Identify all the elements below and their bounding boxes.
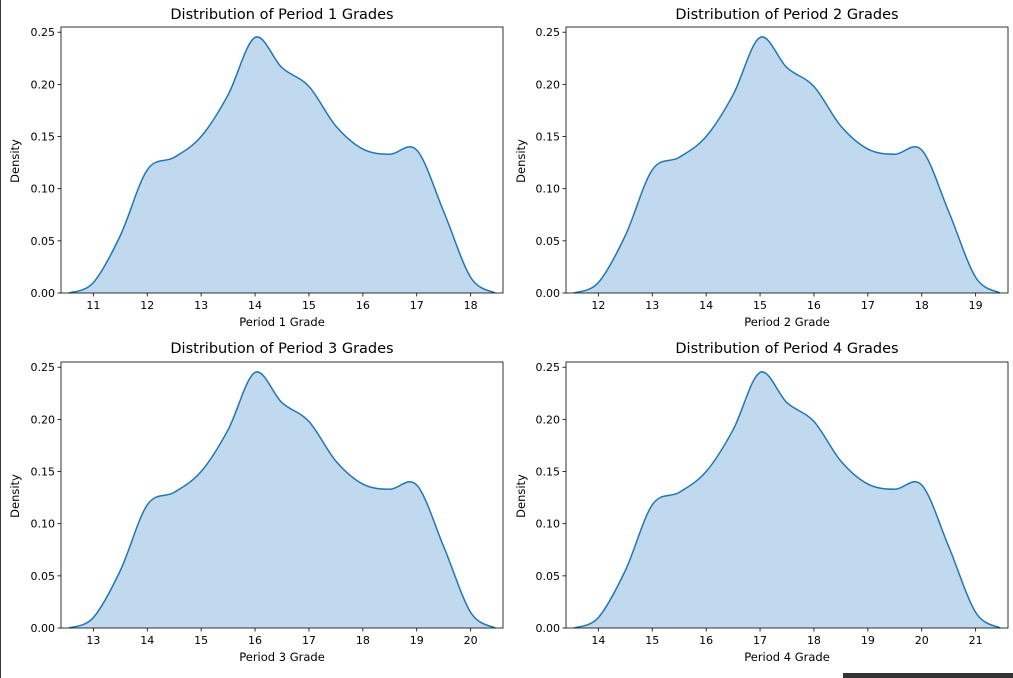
x-tick-label-3-20: 20 <box>464 634 478 647</box>
y-tick-label-3-5: 0.25 <box>31 361 56 374</box>
chart-title-1: Distribution of Period 1 Grades <box>170 7 393 23</box>
y-tick-label-2-4: 0.20 <box>536 78 561 91</box>
ylabel-4: Density <box>514 474 528 518</box>
x-tick-label-1-11: 11 <box>86 299 100 312</box>
subplot-3: Distribution of Period 3 Grades Period 3… <box>8 341 504 664</box>
axes-frame-1 <box>60 26 504 294</box>
x-tick-label-2-17: 17 <box>861 299 875 312</box>
x-tick-label-4-19: 19 <box>861 634 875 647</box>
density-area-1 <box>69 36 495 293</box>
xlabel-3: Period 3 Grade <box>239 650 325 664</box>
x-tick-label-2-12: 12 <box>591 299 605 312</box>
y-tick-label-3-0: 0.00 <box>31 622 56 635</box>
x-tick-label-1-14: 14 <box>248 299 262 312</box>
chart-title-2: Distribution of Period 2 Grades <box>675 7 898 23</box>
xlabel-1: Period 1 Grade <box>239 315 325 329</box>
x-tick-label-4-21: 21 <box>969 634 983 647</box>
x-tick-label-4-16: 16 <box>699 634 713 647</box>
y-tick-label-3-1: 0.05 <box>31 570 56 583</box>
x-tick-label-3-15: 15 <box>194 634 208 647</box>
y-tick-label-1-4: 0.20 <box>31 78 56 91</box>
axes-frame-3 <box>60 361 504 629</box>
x-tick-label-1-13: 13 <box>194 299 208 312</box>
x-tick-label-4-20: 20 <box>915 634 929 647</box>
x-tick-label-2-19: 19 <box>969 299 983 312</box>
y-tick-label-3-2: 0.10 <box>31 518 56 531</box>
y-tick-label-1-1: 0.05 <box>31 235 56 248</box>
x-tick-label-3-19: 19 <box>410 634 424 647</box>
density-line-2 <box>573 36 1001 294</box>
x-tick-label-4-15: 15 <box>645 634 659 647</box>
y-tick-label-4-1: 0.05 <box>536 570 561 583</box>
x-tick-label-3-13: 13 <box>86 634 100 647</box>
x-tick-label-3-14: 14 <box>140 634 154 647</box>
x-tick-label-3-17: 17 <box>302 634 316 647</box>
density-area-4 <box>574 371 1000 628</box>
x-tick-label-2-14: 14 <box>699 299 713 312</box>
subplot-2: Distribution of Period 2 Grades Period 2… <box>514 7 1009 329</box>
density-line-4 <box>573 371 1001 629</box>
xlabel-4: Period 4 Grade <box>744 650 830 664</box>
density-area-2 <box>574 36 1000 293</box>
x-tick-label-2-15: 15 <box>753 299 767 312</box>
y-tick-label-2-3: 0.15 <box>536 131 561 144</box>
y-tick-label-2-2: 0.10 <box>536 183 561 196</box>
ylabel-3: Density <box>8 474 22 518</box>
axes-frame-2 <box>565 26 1009 294</box>
y-tick-label-4-3: 0.15 <box>536 466 561 479</box>
y-tick-label-4-2: 0.10 <box>536 518 561 531</box>
ylabel-2: Density <box>514 139 528 183</box>
y-tick-label-1-5: 0.25 <box>31 26 56 39</box>
ylabel-1: Density <box>8 139 22 183</box>
x-tick-label-3-18: 18 <box>356 634 370 647</box>
density-area-3 <box>69 371 495 628</box>
y-tick-label-3-4: 0.20 <box>31 413 56 426</box>
x-tick-label-1-12: 12 <box>140 299 154 312</box>
y-tick-label-2-5: 0.25 <box>536 26 561 39</box>
subplot-1: Distribution of Period 1 Grades Period 1… <box>8 7 504 329</box>
y-tick-label-4-5: 0.25 <box>536 361 561 374</box>
x-tick-label-2-16: 16 <box>807 299 821 312</box>
x-tick-label-4-14: 14 <box>591 634 605 647</box>
x-tick-label-2-18: 18 <box>915 299 929 312</box>
window-left-edge <box>0 0 1 678</box>
chart-title-4: Distribution of Period 4 Grades <box>675 341 898 357</box>
y-tick-label-1-3: 0.15 <box>31 131 56 144</box>
x-tick-label-1-15: 15 <box>302 299 316 312</box>
bottom-scrollbar <box>843 673 1013 678</box>
x-tick-label-3-16: 16 <box>248 634 262 647</box>
density-line-3 <box>68 371 496 629</box>
y-tick-label-3-3: 0.15 <box>31 466 56 479</box>
density-line-1 <box>68 36 496 294</box>
y-tick-label-1-2: 0.10 <box>31 183 56 196</box>
x-tick-label-4-18: 18 <box>807 634 821 647</box>
subplot-4: Distribution of Period 4 Grades Period 4… <box>514 341 1009 664</box>
x-tick-label-2-13: 13 <box>645 299 659 312</box>
x-tick-label-4-17: 17 <box>753 634 767 647</box>
xlabel-2: Period 2 Grade <box>744 315 830 329</box>
y-tick-label-4-0: 0.00 <box>536 622 561 635</box>
x-tick-label-1-17: 17 <box>410 299 424 312</box>
y-tick-label-2-0: 0.00 <box>536 287 561 300</box>
x-tick-label-1-16: 16 <box>356 299 370 312</box>
axes-frame-4 <box>565 361 1009 629</box>
chart-title-3: Distribution of Period 3 Grades <box>170 341 393 357</box>
y-tick-label-1-0: 0.00 <box>31 287 56 300</box>
x-tick-label-1-18: 18 <box>464 299 478 312</box>
y-tick-label-2-1: 0.05 <box>536 235 561 248</box>
y-tick-label-4-4: 0.20 <box>536 413 561 426</box>
